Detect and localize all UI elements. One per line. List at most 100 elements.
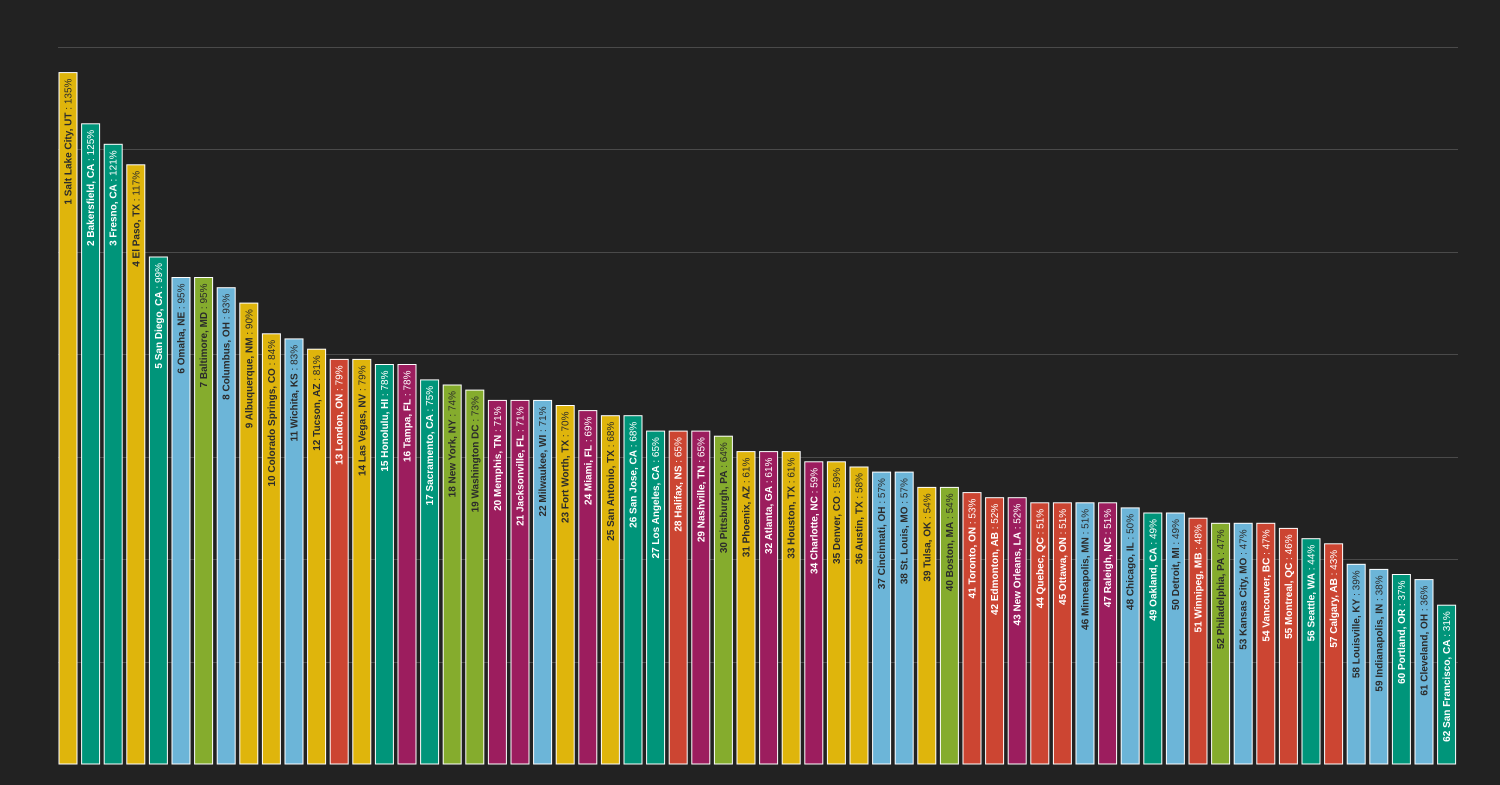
bar-city-label: 22 Milwaukee, WI <box>538 435 549 517</box>
bar-label-55: 55 Montreal, QC : 46% <box>1284 534 1295 639</box>
bar-city-label: 37 Cincinnati, OH <box>877 506 888 589</box>
bar-label-7: 7 Baltimore, MD : 95% <box>199 283 210 387</box>
bar-city-label: 58 Louisville, KY <box>1352 598 1363 678</box>
bar-43 <box>1007 497 1027 765</box>
bar-14 <box>352 358 372 765</box>
bar-city-label: 54 Vancouver, BC <box>1261 558 1272 642</box>
bar-label-separator: : <box>945 513 956 521</box>
bar-value-label: 84% <box>267 340 278 360</box>
bar-city-label: 52 Philadelphia, PA <box>1216 558 1227 650</box>
bar-city-label: 5 San Diego, CA <box>154 291 165 368</box>
bar-value-label: 58% <box>855 473 866 493</box>
bar-city-label: 4 El Paso, TX <box>131 204 142 267</box>
bar-label-28: 28 Halifax, NS : 65% <box>674 437 685 532</box>
bar-city-label: 46 Minneapolis, MN <box>1081 537 1092 630</box>
bar-27 <box>646 430 666 765</box>
bar-label-separator: : <box>968 519 979 527</box>
bar-label-39: 39 Tulsa, OK : 54% <box>922 493 933 581</box>
bar-city-label: 61 Cleveland, OH <box>1420 614 1431 696</box>
bar-city-label: 13 London, ON <box>335 394 346 465</box>
bar-value-label: 51% <box>1081 509 1092 529</box>
bar-label-separator: : <box>606 442 617 450</box>
bar-17 <box>420 379 440 765</box>
bar-value-label: 51% <box>1035 509 1046 529</box>
bar-4 <box>126 164 146 765</box>
bar-53 <box>1233 522 1253 765</box>
bar-52 <box>1211 522 1231 765</box>
bar-label-21: 21 Jacksonville, FL : 71% <box>516 406 527 526</box>
bar-label-separator: : <box>1374 595 1385 603</box>
bar-value-label: 36% <box>1420 585 1431 605</box>
bar-value-label: 99% <box>154 263 165 283</box>
bar-label-13: 13 London, ON : 79% <box>335 365 346 465</box>
bar-label-62: 62 San Francisco, CA : 31% <box>1442 611 1453 742</box>
bar-label-24: 24 Miami, FL : 69% <box>583 416 594 504</box>
bar-29 <box>691 430 711 765</box>
bar-16 <box>397 364 417 765</box>
bar-label-separator: : <box>290 365 301 373</box>
bar-26 <box>623 415 643 765</box>
bar-city-label: 48 Chicago, IL <box>1126 542 1137 610</box>
bar-12 <box>307 348 327 765</box>
bar-44 <box>1030 502 1050 765</box>
bar-label-57: 57 Calgary, AB : 43% <box>1329 550 1340 648</box>
bar-label-37: 37 Cincinnati, OH : 57% <box>877 478 888 589</box>
bar-label-separator: : <box>696 457 707 465</box>
bar-city-label: 1 Salt Lake City, UT <box>64 113 75 205</box>
bar-value-label: 74% <box>448 391 459 411</box>
bar-59 <box>1369 568 1389 765</box>
bar-label-separator: : <box>855 493 866 501</box>
bar-value-label: 59% <box>809 468 820 488</box>
bar-9 <box>239 302 259 765</box>
bar-label-separator: : <box>538 426 549 434</box>
bar-label-separator: : <box>809 488 820 496</box>
bar-38 <box>894 471 914 765</box>
bar-city-label: 20 Memphis, TN <box>493 435 504 511</box>
bar-label-separator: : <box>199 304 210 312</box>
bar-label-separator: : <box>900 498 911 506</box>
bar-value-label: 65% <box>651 437 662 457</box>
bar-15 <box>374 364 394 765</box>
bar-city-label: 62 San Francisco, CA <box>1442 640 1453 742</box>
bar-value-label: 61% <box>764 457 775 477</box>
bar-label-61: 61 Cleveland, OH : 36% <box>1420 585 1431 695</box>
bar-label-separator: : <box>877 498 888 506</box>
bar-label-separator: : <box>64 104 75 112</box>
bar-label-separator: : <box>1442 631 1453 639</box>
bar-value-label: 78% <box>380 370 391 390</box>
bar-city-label: 43 New Orleans, LA <box>1013 532 1024 625</box>
bar-label-54: 54 Vancouver, BC : 47% <box>1261 529 1272 641</box>
bar-city-label: 56 Seattle, WA <box>1307 573 1318 641</box>
bar-city-label: 16 Tampa, FL <box>403 399 414 462</box>
bar-value-label: 65% <box>696 437 707 457</box>
bar-label-38: 38 St. Louis, MO : 57% <box>900 478 911 584</box>
bar-value-label: 54% <box>945 493 956 513</box>
bar-56 <box>1301 538 1321 765</box>
bar-label-4: 4 El Paso, TX : 117% <box>131 171 142 267</box>
bar-value-label: 75% <box>425 386 436 406</box>
bar-label-47: 47 Raleigh, NC : 51% <box>1103 509 1114 607</box>
bar-label-separator: : <box>335 385 346 393</box>
bar-city-label: 34 Charlotte, NC <box>809 496 820 574</box>
bar-city-label: 32 Atlanta, GA <box>764 486 775 554</box>
bar-label-separator: : <box>516 426 527 434</box>
bar-58 <box>1346 563 1366 765</box>
bar-label-separator: : <box>787 478 798 486</box>
bar-city-label: 27 Los Angeles, CA <box>651 465 662 558</box>
bar-30 <box>713 435 733 765</box>
bar-label-8: 8 Columbus, OH : 93% <box>222 294 233 400</box>
bar-50 <box>1165 512 1185 765</box>
bar-value-label: 69% <box>583 416 594 436</box>
bar-city-label: 6 Omaha, NE <box>177 312 188 374</box>
bar-label-50: 50 Detroit, MI : 49% <box>1171 519 1182 610</box>
bar-city-label: 23 Fort Worth, TX <box>561 440 572 523</box>
bar-value-label: 52% <box>990 504 1001 524</box>
bar-city-label: 36 Austin, TX <box>855 501 866 564</box>
bar-value-label: 52% <box>1013 504 1024 524</box>
bar-value-label: 54% <box>922 493 933 513</box>
bar-city-label: 12 Tucson, AZ <box>312 384 323 451</box>
bar-city-label: 7 Baltimore, MD <box>199 312 210 388</box>
bar-value-label: 70% <box>561 411 572 431</box>
bar-city-label: 42 Edmonton, AB <box>990 532 1001 615</box>
